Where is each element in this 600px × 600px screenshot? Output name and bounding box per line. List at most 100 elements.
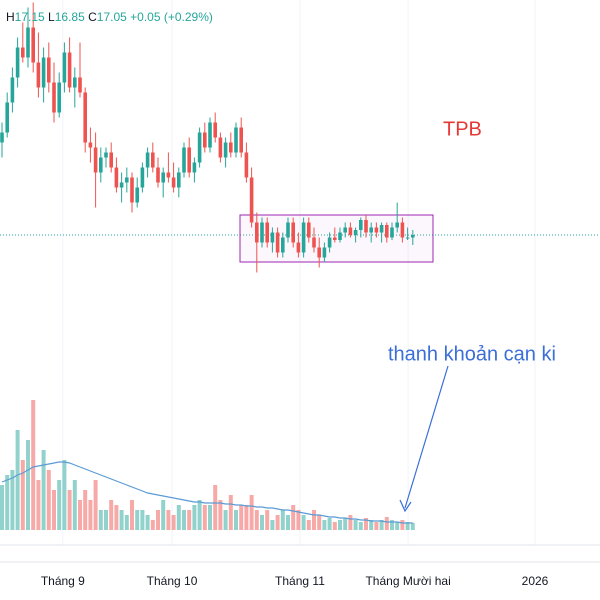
volume-bar <box>114 505 119 530</box>
volume-bar <box>5 475 10 530</box>
candle-body <box>379 225 384 233</box>
volume-bar <box>275 515 280 530</box>
volume-bar <box>249 495 254 530</box>
candle-body <box>130 177 134 203</box>
header-value: 17.05 <box>97 10 127 24</box>
volume-bar <box>130 500 135 530</box>
candle-body <box>104 152 108 158</box>
volume-bar <box>379 520 384 530</box>
volume-bar <box>10 470 15 530</box>
candle-body <box>244 152 249 178</box>
volume-bar <box>280 510 285 530</box>
candle-body <box>203 132 207 148</box>
volume-bar <box>197 500 202 530</box>
candle-body <box>395 222 400 228</box>
annotation-liquidity: thanh khoản cạn ki <box>388 343 556 365</box>
candle-body <box>405 237 410 239</box>
volume-bar <box>135 510 140 530</box>
volume-bar <box>46 470 51 530</box>
volume-bar <box>140 510 145 530</box>
volume-bar <box>171 515 176 530</box>
volume-bar <box>400 520 405 530</box>
candle-body <box>374 227 379 233</box>
volume-bar <box>15 430 20 530</box>
volume-bar <box>31 400 36 530</box>
candle-body <box>171 177 176 188</box>
volume-bar <box>62 460 67 530</box>
volume-bar <box>202 505 207 530</box>
header-label: H <box>6 10 15 24</box>
volume-bar <box>93 480 98 530</box>
candle-body <box>114 167 119 188</box>
volume-bar <box>327 518 332 530</box>
candle-body <box>333 237 337 240</box>
candle-body <box>359 220 363 230</box>
volume-bar <box>187 510 192 530</box>
candle-body <box>317 247 322 258</box>
candle-body <box>343 227 348 233</box>
volume-bar <box>192 505 197 530</box>
volume-bar <box>228 495 233 530</box>
x-tick-label: Tháng 9 <box>41 574 85 588</box>
volume-bar <box>166 510 171 530</box>
candle-body <box>229 142 233 153</box>
candle-body <box>41 57 46 88</box>
volume-bar <box>182 510 187 530</box>
volume-bar <box>286 515 291 530</box>
x-tick-label: 2026 <box>522 574 549 588</box>
volume-bar <box>244 505 249 530</box>
candle-body <box>291 222 296 243</box>
candle-body <box>353 230 358 235</box>
volume-bar <box>348 515 353 530</box>
arrow-shaft <box>404 365 449 509</box>
candle-body <box>31 27 36 63</box>
header-label: C <box>88 10 97 24</box>
x-tick-label: Tháng Mười hai <box>365 574 450 588</box>
candle-body <box>78 77 82 93</box>
volume-bar <box>410 523 415 530</box>
candle-body <box>0 132 4 143</box>
arrow-head <box>399 499 412 513</box>
volume-bar <box>208 505 213 530</box>
grid <box>0 0 600 545</box>
candle-body <box>301 222 306 253</box>
candle-body <box>312 237 316 248</box>
volume-bar <box>390 520 395 530</box>
volume-bar <box>109 500 114 530</box>
candle-body <box>338 232 342 240</box>
volume-bar <box>364 518 369 530</box>
volume-bar <box>254 510 259 530</box>
candle-body <box>364 220 368 233</box>
candle-body <box>270 232 275 243</box>
candle-body <box>26 27 30 58</box>
volume-bar <box>312 510 317 530</box>
volume-bar <box>104 510 109 530</box>
candle-body <box>36 62 41 88</box>
candle-body <box>369 227 374 233</box>
marks <box>0 2 415 530</box>
x-tick-label: Tháng 11 <box>275 574 325 588</box>
candle-body <box>400 222 405 238</box>
candle-body <box>47 57 51 83</box>
candle-body <box>275 232 280 253</box>
candle-body <box>265 222 270 243</box>
candle-body <box>21 47 25 58</box>
volume-bar <box>83 490 88 530</box>
candle-body <box>15 47 20 78</box>
candle-body <box>260 222 264 243</box>
candle-body <box>125 177 129 183</box>
candle-body <box>99 157 103 173</box>
candle-body <box>213 122 218 138</box>
candle-body <box>255 222 259 243</box>
volume-bar <box>72 480 77 530</box>
candle-body <box>93 147 98 173</box>
candle-body <box>67 52 72 88</box>
candle-body <box>135 187 140 203</box>
candle-body <box>151 152 155 168</box>
volume-bar <box>36 480 41 530</box>
candle-body <box>73 77 77 88</box>
volume-bar <box>161 500 166 530</box>
volume-ma-line <box>1 461 413 524</box>
candle-body <box>192 162 197 173</box>
